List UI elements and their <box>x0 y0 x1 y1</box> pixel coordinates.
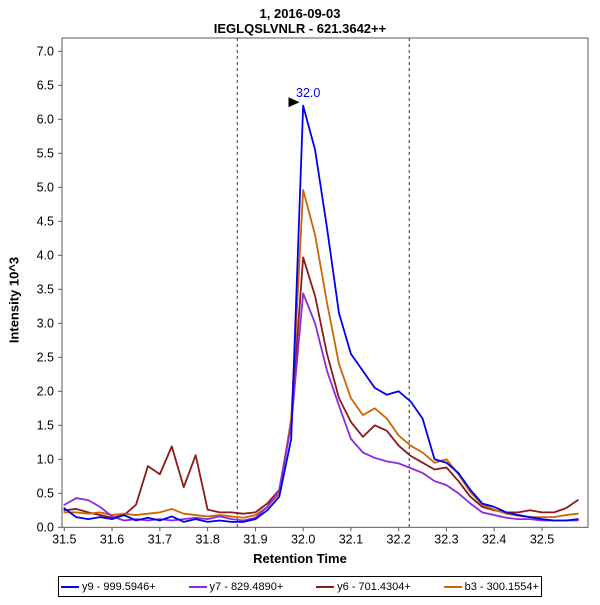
svg-text:31.7: 31.7 <box>148 532 172 546</box>
svg-text:4.0: 4.0 <box>37 248 54 262</box>
svg-text:32.2: 32.2 <box>387 532 411 546</box>
svg-text:31.5: 31.5 <box>52 532 76 546</box>
svg-text:6.5: 6.5 <box>37 78 54 92</box>
svg-text:32.1: 32.1 <box>339 532 363 546</box>
svg-text:31.9: 31.9 <box>243 532 267 546</box>
svg-text:31.8: 31.8 <box>195 532 219 546</box>
svg-text:4.5: 4.5 <box>37 214 54 228</box>
svg-text:32.0: 32.0 <box>296 86 320 100</box>
svg-text:3.0: 3.0 <box>37 316 54 330</box>
svg-text:32.0: 32.0 <box>291 532 315 546</box>
svg-text:3.5: 3.5 <box>37 282 54 296</box>
svg-text:31.6: 31.6 <box>100 532 124 546</box>
svg-text:0.5: 0.5 <box>37 486 54 500</box>
svg-text:1.0: 1.0 <box>37 452 54 466</box>
svg-text:7.0: 7.0 <box>37 44 54 58</box>
svg-text:1.5: 1.5 <box>37 418 54 432</box>
svg-text:5.0: 5.0 <box>37 180 54 194</box>
svg-text:2.0: 2.0 <box>37 384 54 398</box>
svg-text:5.5: 5.5 <box>37 146 54 160</box>
svg-text:32.4: 32.4 <box>482 532 506 546</box>
svg-text:32.5: 32.5 <box>530 532 554 546</box>
svg-text:6.0: 6.0 <box>37 112 54 126</box>
svg-text:2.5: 2.5 <box>37 350 54 364</box>
svg-text:32.3: 32.3 <box>434 532 458 546</box>
